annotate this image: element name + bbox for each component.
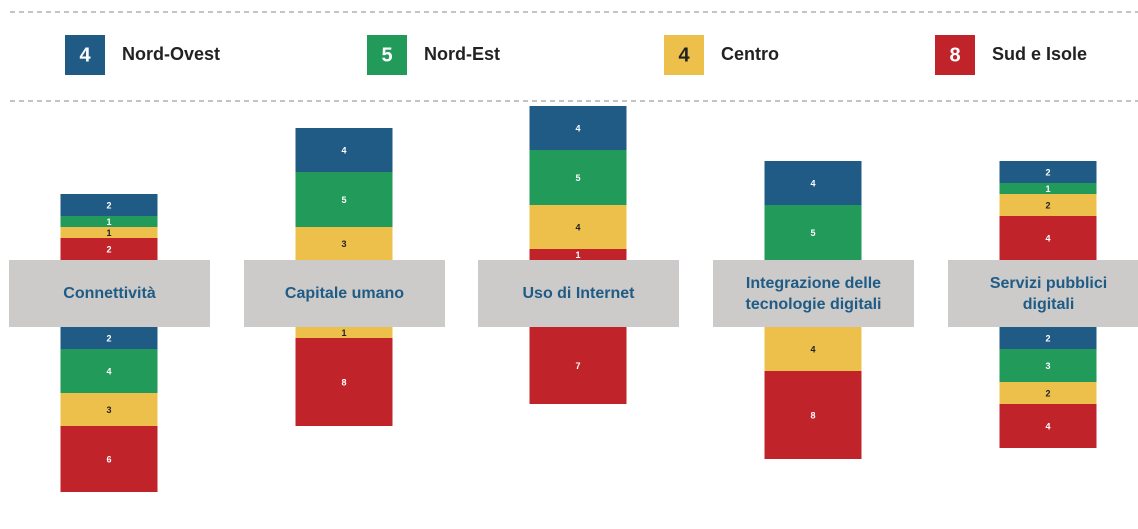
segment-label: 3 (106, 405, 111, 415)
category-box (478, 260, 679, 327)
bar-segment (529, 205, 627, 249)
segment-label: 4 (106, 366, 111, 376)
bar-segment (999, 194, 1097, 216)
bar-segment (999, 216, 1097, 260)
segment-label: 5 (575, 173, 580, 183)
bar-segment (295, 172, 393, 227)
legend-count: 5 (381, 44, 392, 66)
segment-label: 3 (341, 239, 346, 249)
legend-swatch (935, 35, 975, 75)
bar-segment (60, 238, 158, 260)
segment-label: 3 (1045, 361, 1050, 371)
segment-label: 5 (341, 195, 346, 205)
bar-segment (60, 349, 158, 393)
category-box (9, 260, 210, 327)
segment-label: 1 (106, 228, 111, 238)
category-label: Servizi pubblici digitali (989, 274, 1108, 313)
segment-label: 1 (575, 250, 580, 260)
category-label-box: Uso di Internet (522, 285, 635, 302)
legend-count: 4 (678, 44, 690, 66)
segment-label: 1 (341, 328, 346, 338)
segment-label: 4 (1045, 233, 1050, 243)
bar-segment (999, 404, 1097, 448)
category-label-box: Servizi pubblici digitali (989, 274, 1108, 313)
category-label: Uso di Internet (522, 285, 635, 302)
segment-label: 7 (575, 361, 580, 371)
category-label-box: Capitale umano (284, 285, 405, 302)
bar-segment (999, 382, 1097, 404)
bar-segment (295, 227, 393, 260)
segment-label: 4 (575, 123, 580, 133)
bar-segment (999, 349, 1097, 382)
category-box (713, 260, 914, 327)
bar-segment (529, 150, 627, 205)
segment-label: 4 (810, 344, 815, 354)
legend-label: Centro (721, 44, 779, 64)
segment-label: 4 (341, 145, 346, 155)
segment-label: 4 (1045, 421, 1050, 431)
segment-label: 2 (1045, 200, 1050, 210)
bar-segment (999, 327, 1097, 349)
category-box (948, 260, 1138, 327)
category-label: Integrazione delle tecnologie digitali (745, 274, 882, 313)
bar-segment (60, 327, 158, 349)
legend-label: Nord-Ovest (122, 44, 220, 64)
bar-segment (529, 249, 627, 260)
bar-segment (60, 227, 158, 238)
legend-swatch (367, 35, 407, 75)
category-box (244, 260, 445, 327)
bar-segment (764, 205, 862, 260)
legend-label: Sud e Isole (992, 44, 1087, 64)
segment-label: 2 (106, 333, 111, 343)
legend-swatch (664, 35, 704, 75)
legend-swatch (65, 35, 105, 75)
bar-segment (295, 338, 393, 426)
segment-label: 2 (106, 200, 111, 210)
bar-segment (295, 128, 393, 172)
bar-segment (60, 194, 158, 216)
segment-label: 2 (1045, 388, 1050, 398)
segment-label: 2 (106, 244, 111, 254)
segment-label: 6 (106, 454, 111, 464)
bar-segment (764, 371, 862, 459)
segment-label: 2 (1045, 333, 1050, 343)
bar-segment (764, 161, 862, 205)
category-label: Connettività (63, 285, 156, 302)
segment-label: 8 (810, 410, 815, 420)
bar-segment (295, 327, 393, 338)
bar-segment (999, 161, 1097, 183)
bar-segment (60, 426, 158, 492)
segment-label: 2 (1045, 167, 1050, 177)
bar-segment (764, 327, 862, 371)
segment-label: 8 (341, 377, 346, 387)
category-label-box: Integrazione delle tecnologie digitali (745, 274, 882, 313)
segment-label: 5 (810, 228, 815, 238)
segment-label: 1 (106, 217, 111, 227)
legend-count: 8 (949, 44, 960, 66)
legend-label: Nord-Est (424, 44, 500, 64)
bar-segment (999, 183, 1097, 194)
legend-count: 4 (79, 44, 91, 66)
bar-segment (60, 393, 158, 426)
bar-segment (60, 216, 158, 227)
bar-segment (529, 327, 627, 404)
segment-label: 4 (810, 178, 815, 188)
segment-label: 4 (575, 222, 580, 232)
category-label-box: Connettività (63, 285, 156, 302)
segment-label: 1 (1045, 184, 1050, 194)
category-label: Capitale umano (284, 285, 405, 302)
bar-segment (529, 106, 627, 150)
